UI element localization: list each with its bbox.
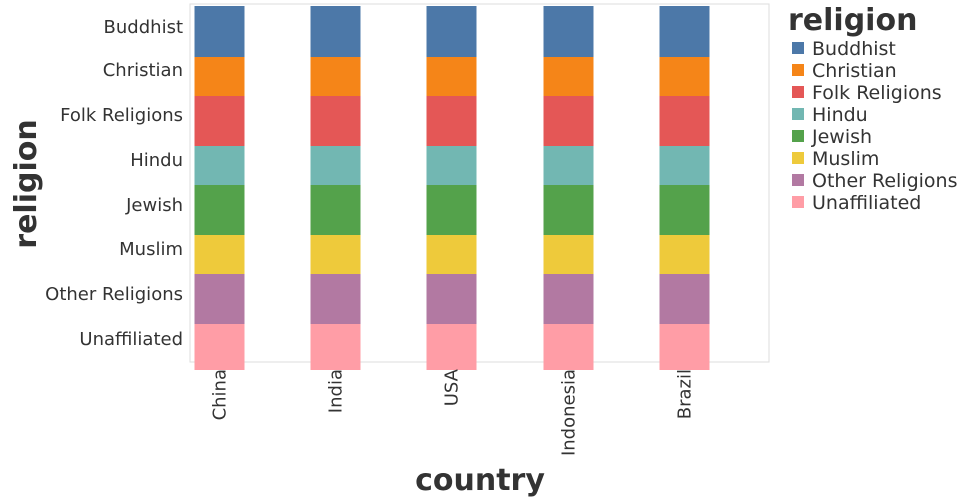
bar-china-unaffiliated bbox=[194, 324, 245, 370]
y-tick-label-jewish: Jewish bbox=[125, 195, 183, 216]
y-tick-label-christian: Christian bbox=[103, 60, 183, 81]
legend-swatch-christian bbox=[792, 64, 804, 76]
bar-brazil-hindu bbox=[659, 146, 710, 185]
legend-label-christian: Christian bbox=[812, 60, 897, 82]
legend-label-hindu: Hindu bbox=[812, 104, 868, 126]
plot-frame bbox=[189, 3, 770, 363]
bar-usa-christian bbox=[426, 57, 477, 96]
legend-label-unaffiliated: Unaffiliated bbox=[812, 192, 921, 214]
bar-india-buddhist bbox=[310, 6, 361, 57]
bar-indonesia-muslim bbox=[543, 235, 594, 274]
y-axis-title: religion bbox=[9, 119, 44, 248]
y-axis-ticks: Buddhist Christian Folk Religions Hindu Jewi… bbox=[45, 17, 183, 350]
bar-india-folk-religions bbox=[310, 96, 361, 146]
legend-swatch-muslim bbox=[792, 152, 804, 164]
legend-title: religion bbox=[788, 3, 917, 38]
bar-china-folk-religions bbox=[194, 96, 245, 146]
bar-usa-buddhist bbox=[426, 6, 477, 57]
bar-usa-jewish bbox=[426, 185, 477, 235]
bar-indonesia-christian bbox=[543, 57, 594, 96]
bar-india-muslim bbox=[310, 235, 361, 274]
y-tick-label-muslim: Muslim bbox=[119, 239, 183, 260]
bar-indonesia-unaffiliated bbox=[543, 324, 594, 370]
y-tick-label-folk-religions: Folk Religions bbox=[60, 105, 183, 126]
bar-india-hindu bbox=[310, 146, 361, 185]
bar-brazil-other-religions bbox=[659, 274, 710, 324]
bar-indonesia-folk-religions bbox=[543, 96, 594, 146]
legend-label-jewish: Jewish bbox=[811, 126, 872, 148]
y-tick-label-unaffiliated: Unaffiliated bbox=[79, 329, 183, 350]
bar-usa-other-religions bbox=[426, 274, 477, 324]
bar-china-jewish bbox=[194, 185, 245, 235]
y-tick-label-other-religions: Other Religions bbox=[45, 284, 183, 305]
bar-india-jewish bbox=[310, 185, 361, 235]
bar-indonesia-other-religions bbox=[543, 274, 594, 324]
legend-swatch-folk-religions bbox=[792, 86, 804, 98]
bar-brazil-buddhist bbox=[659, 6, 710, 57]
bar-india-unaffiliated bbox=[310, 324, 361, 370]
bar-brazil-christian bbox=[659, 57, 710, 96]
x-tick-label-indonesia: Indonesia bbox=[559, 369, 580, 456]
legend-label-muslim: Muslim bbox=[812, 148, 879, 170]
bar-india-christian bbox=[310, 57, 361, 96]
bar-marks bbox=[194, 6, 710, 370]
bar-india-other-religions bbox=[310, 274, 361, 324]
bar-china-hindu bbox=[194, 146, 245, 185]
bar-usa-hindu bbox=[426, 146, 477, 185]
bar-brazil-jewish bbox=[659, 185, 710, 235]
bar-brazil-muslim bbox=[659, 235, 710, 274]
legend-label-folk-religions: Folk Religions bbox=[812, 82, 942, 104]
legend-swatch-jewish bbox=[792, 130, 804, 142]
y-tick-label-buddhist: Buddhist bbox=[104, 17, 183, 38]
bar-indonesia-hindu bbox=[543, 146, 594, 185]
legend-swatch-buddhist bbox=[792, 42, 804, 54]
x-axis-title: country bbox=[415, 463, 545, 498]
bar-china-other-religions bbox=[194, 274, 245, 324]
bar-usa-folk-religions bbox=[426, 96, 477, 146]
legend-label-other-religions: Other Religions bbox=[812, 170, 958, 192]
bar-usa-unaffiliated bbox=[426, 324, 477, 370]
bar-usa-muslim bbox=[426, 235, 477, 274]
bar-indonesia-buddhist bbox=[543, 6, 594, 57]
bar-brazil-unaffiliated bbox=[659, 324, 710, 370]
x-tick-label-usa: USA bbox=[442, 368, 463, 406]
y-tick-label-hindu: Hindu bbox=[130, 150, 183, 171]
bar-brazil-folk-religions bbox=[659, 96, 710, 146]
bar-china-muslim bbox=[194, 235, 245, 274]
bar-indonesia-jewish bbox=[543, 185, 594, 235]
x-axis-ticks: China India USA Indonesia Brazil bbox=[210, 368, 696, 456]
legend-label-buddhist: Buddhist bbox=[812, 38, 896, 60]
bar-china-christian bbox=[194, 57, 245, 96]
legend-swatch-unaffiliated bbox=[792, 196, 804, 208]
bar-china-buddhist bbox=[194, 6, 245, 57]
x-tick-label-china: China bbox=[210, 369, 231, 420]
legend-swatch-hindu bbox=[792, 108, 804, 120]
x-tick-label-brazil: Brazil bbox=[675, 369, 696, 419]
legend-swatch-other-religions bbox=[792, 174, 804, 186]
x-tick-label-india: India bbox=[326, 369, 347, 413]
